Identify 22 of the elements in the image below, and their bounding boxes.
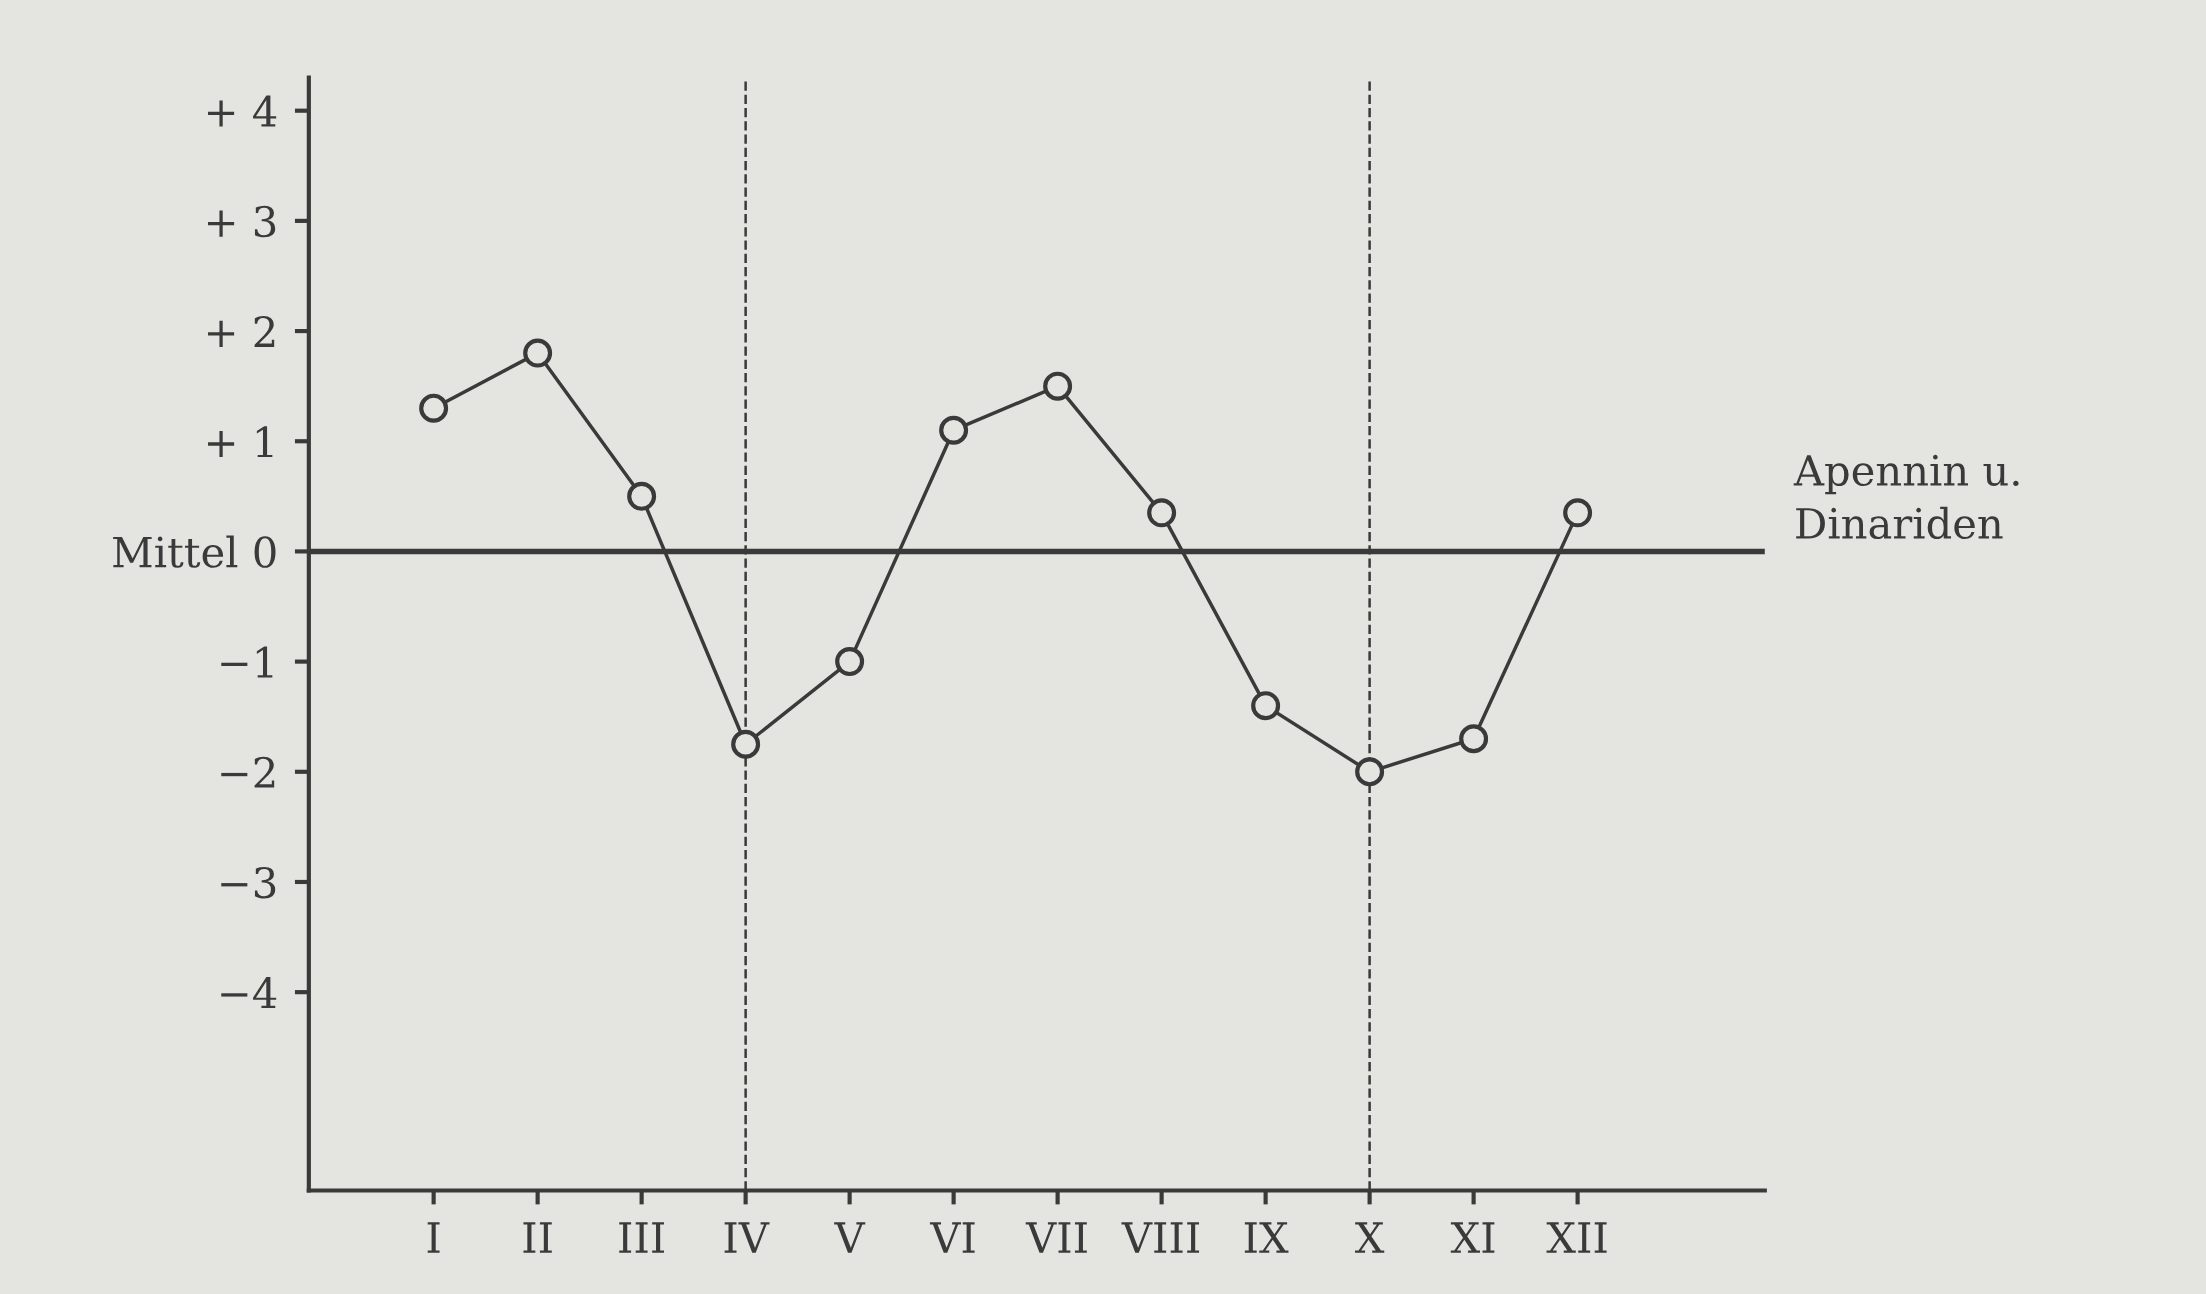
x-tick-label: II	[523, 1222, 552, 1253]
x-tick-label: XI	[1450, 1222, 1495, 1253]
x-tick-label: IX	[1244, 1222, 1289, 1253]
y-tick-label: + 2	[208, 315, 275, 347]
y-tick-label: −2	[221, 756, 275, 788]
x-tick-label: V	[834, 1222, 866, 1253]
x-tick-label: VI	[929, 1222, 975, 1253]
y-tick-label: −1	[221, 646, 273, 678]
y-tick-label: −4	[221, 977, 277, 1008]
y-tick-label: Mittel 0	[113, 535, 276, 568]
y-tick-label: + 4	[208, 95, 277, 127]
x-tick-label: IV	[724, 1222, 770, 1253]
x-tick-label: VIII	[1121, 1222, 1200, 1253]
x-tick-label: VII	[1025, 1222, 1087, 1253]
text: Apennin u. Dinariden	[1793, 454, 2019, 540]
y-tick-label: + 1	[208, 426, 273, 458]
x-tick-label: X	[1355, 1222, 1385, 1253]
x-tick-label: XII	[1546, 1222, 1607, 1253]
y-tick-label: −3	[221, 866, 276, 899]
y-tick-label: + 3	[208, 205, 276, 238]
x-tick-label: III	[619, 1222, 665, 1253]
x-tick-label: I	[427, 1222, 440, 1253]
